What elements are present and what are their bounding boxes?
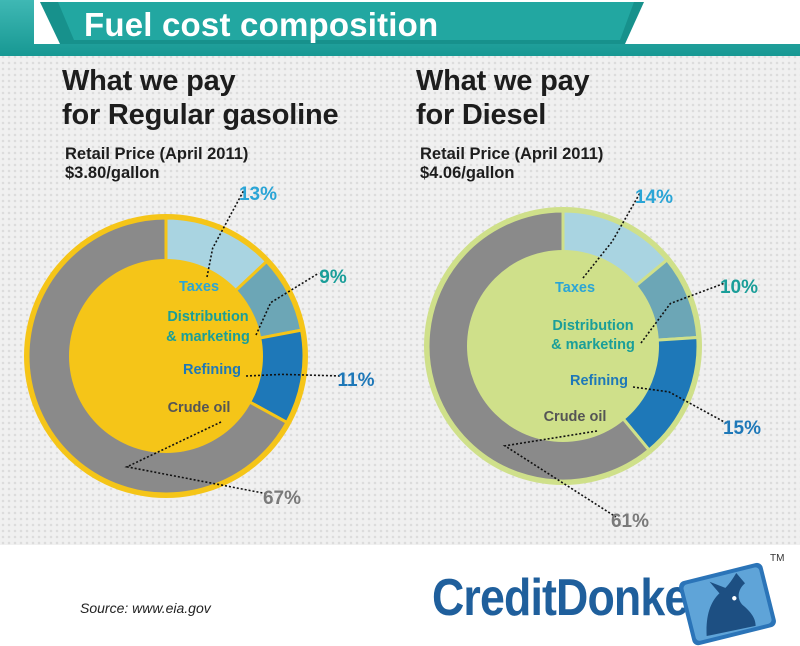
title-banner bbox=[34, 0, 800, 44]
diesel-value-label: 15% bbox=[723, 418, 761, 439]
diesel-donut-center bbox=[467, 250, 659, 442]
diesel-heading-line1: What we pay bbox=[416, 65, 590, 97]
diesel-value-label: 14% bbox=[635, 187, 673, 208]
gas-subtitle-line2: $3.80/gallon bbox=[65, 164, 160, 182]
diesel-leader-line bbox=[502, 430, 617, 518]
source-note: Source: www.eia.gov bbox=[80, 600, 211, 616]
gas-label-marketing: & marketing bbox=[166, 329, 250, 345]
diesel-label-refining: Refining bbox=[570, 373, 628, 389]
diesel-subtitle-line1: Retail Price (April 2011) bbox=[420, 145, 604, 163]
diesel-value-label: 10% bbox=[720, 277, 758, 298]
gas-label-crude: Crude oil bbox=[168, 400, 231, 416]
gas-donut-center bbox=[69, 259, 263, 453]
gas-label-refining: Refining bbox=[183, 362, 241, 378]
donut-charts: 13% 9% 11% 67% Taxes Distribution & marketing R… bbox=[24, 184, 761, 532]
gas-heading-line2: for Regular gasoline bbox=[62, 99, 339, 131]
brand-wordmark: CreditDonkey bbox=[432, 569, 713, 627]
diesel-leader-line bbox=[640, 282, 726, 344]
gas-leader-line bbox=[245, 373, 343, 377]
trademark-mark: TM bbox=[770, 553, 785, 564]
diesel-leader-line bbox=[582, 192, 641, 279]
gas-value-label: 11% bbox=[338, 370, 375, 391]
gas-label-distribution: Distribution bbox=[167, 309, 248, 325]
gas-leader-line bbox=[255, 272, 320, 336]
diesel-heading-line2: for Diesel bbox=[416, 99, 547, 131]
diesel-label-distribution: Distribution bbox=[552, 318, 633, 334]
gas-value-label: 67% bbox=[263, 488, 301, 509]
gas-subtitle-line1: Retail Price (April 2011) bbox=[65, 145, 249, 163]
gas-label-taxes: Taxes bbox=[179, 279, 219, 295]
gas-heading-line1: What we pay bbox=[62, 65, 236, 97]
gas-leader-line bbox=[124, 421, 269, 495]
diesel-label-marketing: & marketing bbox=[551, 337, 635, 353]
diesel-label-taxes: Taxes bbox=[555, 280, 595, 296]
diesel-value-label: 61% bbox=[611, 511, 649, 532]
diesel-leader-line bbox=[632, 386, 729, 425]
diesel-label-crude: Crude oil bbox=[544, 409, 607, 425]
gas-leader-line bbox=[206, 189, 245, 278]
gas-value-label: 13% bbox=[239, 184, 277, 205]
page-title: Fuel cost composition bbox=[84, 6, 439, 43]
diesel-subtitle-line2: $4.06/gallon bbox=[420, 164, 515, 182]
gas-value-label: 9% bbox=[319, 267, 347, 288]
